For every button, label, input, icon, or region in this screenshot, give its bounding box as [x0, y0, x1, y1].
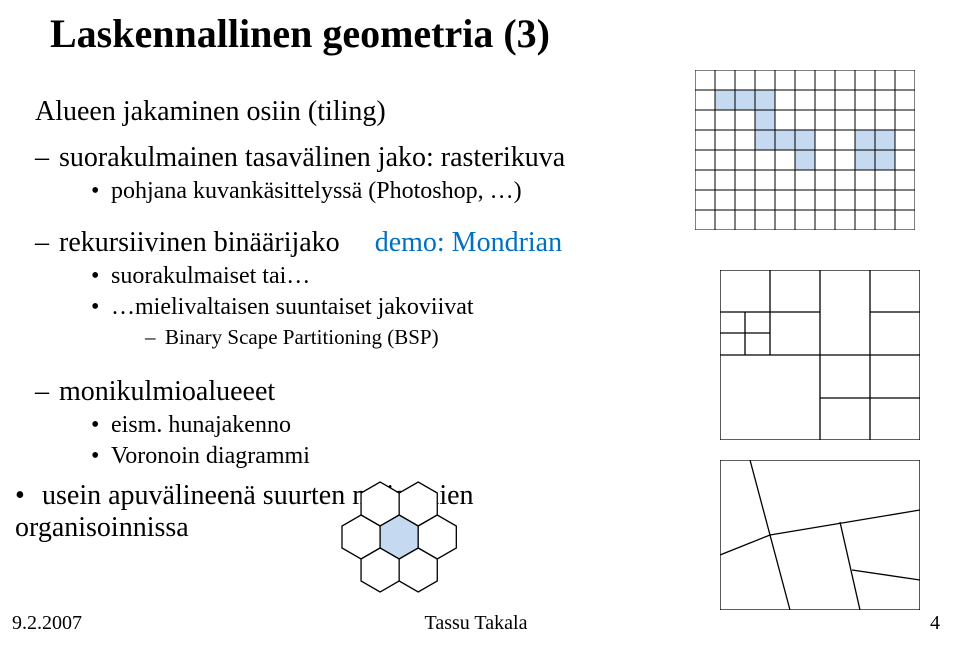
raster-sub-text: pohjana kuvankäsittelyssä (Photoshop, …) [111, 178, 522, 204]
binjako-sub1: •suorakulmaiset tai… [91, 263, 635, 290]
poly-text: monikulmioalueeet [59, 376, 275, 407]
dash-icon: – [35, 227, 59, 259]
subtitle: Alueen jakaminen osiin (tiling) [35, 96, 635, 128]
poly-item: –monikulmioalueeet [35, 376, 635, 408]
poly-sub1: •eism. hunajakenno [91, 412, 635, 439]
honeycomb-diagram [340, 480, 458, 594]
bullet-icon: • [91, 178, 111, 205]
footer-author: Tassu Takala [12, 612, 940, 635]
poly-sub2: •Voronoin diagrammi [91, 443, 635, 470]
poly-sub2-text: Voronoin diagrammi [111, 443, 310, 469]
dash-icon: – [35, 142, 59, 174]
bsp-diagram [720, 460, 920, 610]
poly-sub1-text: eism. hunajakenno [111, 412, 291, 438]
bullet-icon: • [15, 480, 35, 512]
dash-icon: – [35, 376, 59, 408]
footer: 9.2.2007 Tassu Takala 4 [12, 612, 940, 635]
binjako-sub3: –Binary Scape Partitioning (BSP) [145, 325, 635, 350]
binjako-item: –rekursiivinen binäärijako demo: Mondria… [35, 227, 635, 259]
body-content: Alueen jakaminen osiin (tiling) –suoraku… [35, 82, 635, 548]
last-bullet: • usein apuvälineenä suurten maisemien o… [15, 480, 635, 544]
page-title: Laskennallinen geometria (3) [50, 10, 550, 57]
binjako-sub2-text: …mielivaltaisen suuntaiset jakoviivat [111, 294, 474, 320]
raster-text: suorakulmainen tasavälinen jako: rasteri… [59, 142, 565, 173]
binjako-sub2: •…mielivaltaisen suuntaiset jakoviivat [91, 294, 635, 321]
bullet-icon: • [91, 263, 111, 290]
quadtree-diagram [720, 270, 920, 440]
bullet-icon: • [91, 443, 111, 470]
binjako-sub1-text: suorakulmaiset tai… [111, 263, 310, 289]
dash-icon: – [145, 325, 165, 350]
raster-item: –suorakulmainen tasavälinen jako: raster… [35, 142, 635, 174]
raster-sub: •pohjana kuvankäsittelyssä (Photoshop, …… [91, 178, 635, 205]
binjako-text: rekursiivinen binäärijako [59, 227, 340, 258]
raster-grid-diagram [695, 70, 915, 230]
demo-link[interactable]: demo: Mondrian [375, 227, 562, 258]
bullet-icon: • [91, 294, 111, 321]
binjako-sub3-text: Binary Scape Partitioning (BSP) [165, 325, 439, 349]
bullet-icon: • [91, 412, 111, 439]
